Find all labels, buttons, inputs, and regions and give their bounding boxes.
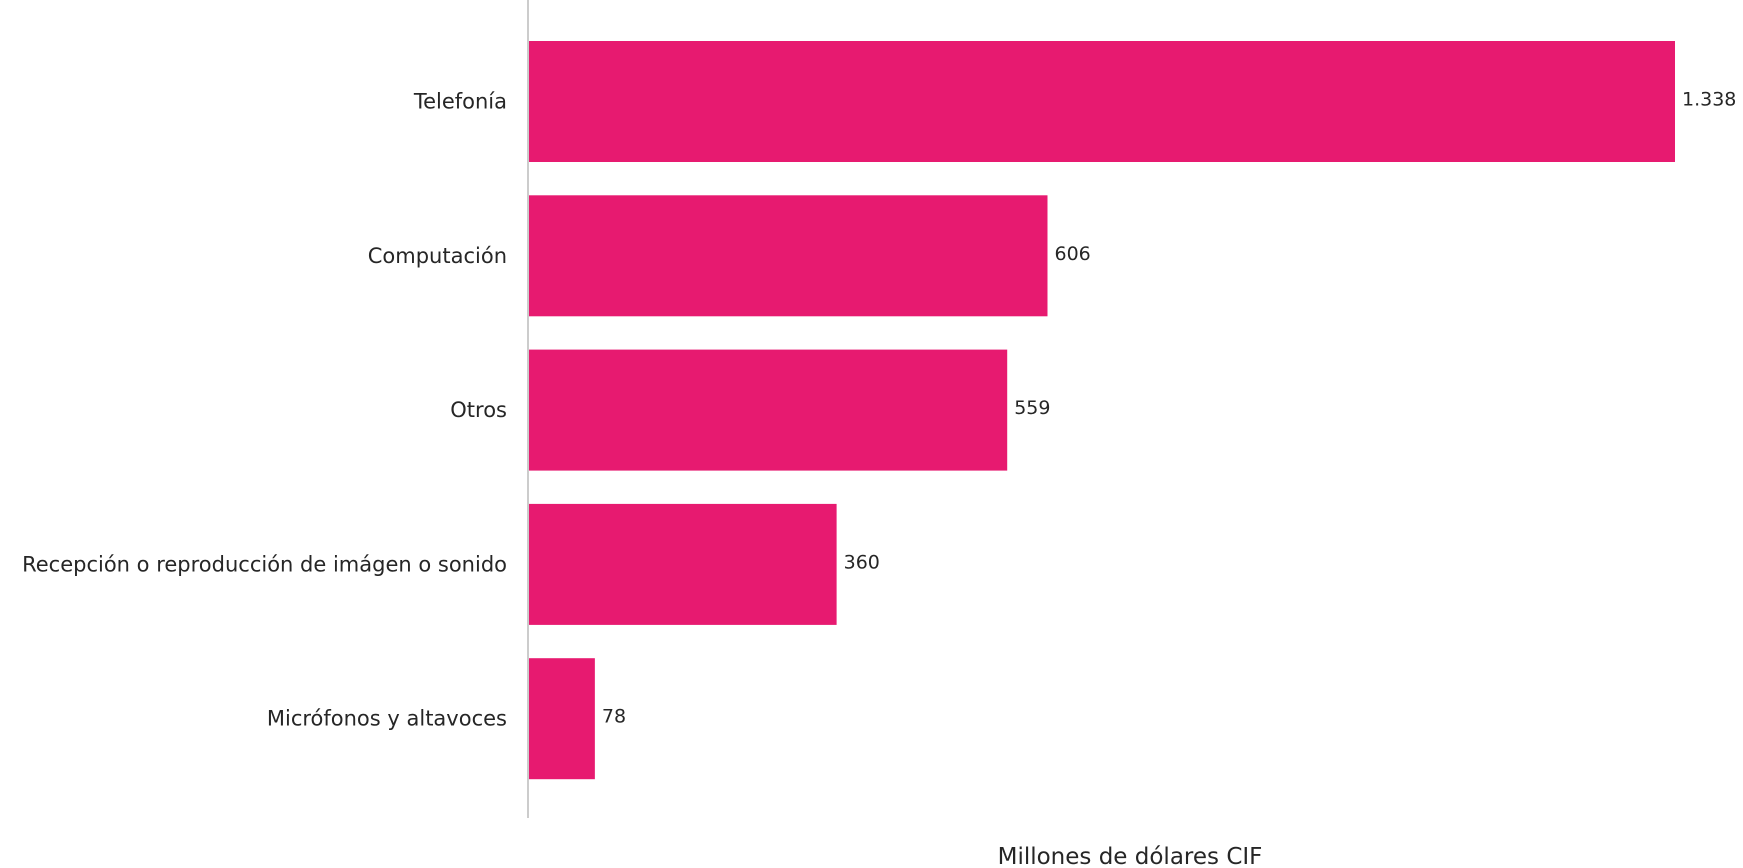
bars-group — [528, 41, 1675, 780]
category-labels: Telefonía Computación Otros Recepción o rep… — [22, 90, 507, 731]
category-label: Recepción o reproducción de imágen o son… — [22, 552, 507, 576]
value-label: 1.338 — [1682, 89, 1736, 111]
value-labels: 1.338 606 559 360 78 — [602, 89, 1737, 728]
category-label: Computación — [368, 244, 507, 268]
bar — [528, 195, 1048, 317]
value-label: 606 — [1054, 243, 1090, 265]
value-label: 559 — [1014, 397, 1050, 419]
value-label: 360 — [844, 551, 880, 573]
bar — [528, 658, 595, 780]
x-axis-title: Millones de dólares CIF — [998, 844, 1263, 868]
category-label: Micrófonos y altavoces — [267, 707, 507, 731]
bar — [528, 41, 1675, 162]
bar — [528, 349, 1008, 471]
category-label: Otros — [450, 398, 507, 422]
value-label: 78 — [602, 706, 626, 728]
category-label: Telefonía — [413, 90, 507, 114]
bar — [528, 503, 837, 625]
